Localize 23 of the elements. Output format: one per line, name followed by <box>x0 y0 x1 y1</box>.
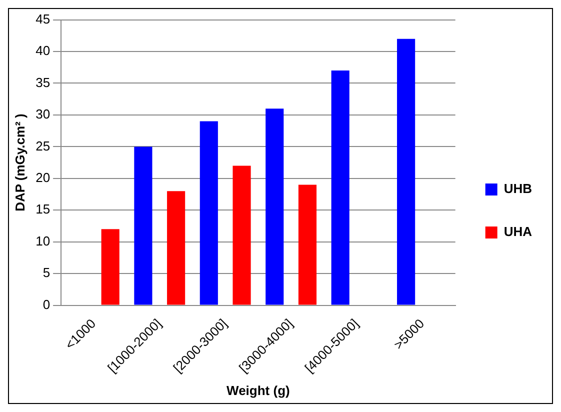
bar <box>298 184 317 305</box>
y-axis-title: DAP (mGy.cm² ) <box>12 114 28 212</box>
y-tick-label: 30 <box>36 106 50 122</box>
bar <box>331 70 350 305</box>
y-tick-label: 25 <box>36 138 50 154</box>
y-tick-label: 0 <box>42 296 50 312</box>
x-axis-title: Weight (g) <box>226 382 290 398</box>
y-tick-label: 5 <box>42 265 50 280</box>
y-tick-label: 40 <box>36 43 50 58</box>
bar <box>397 38 416 305</box>
y-tick-label: 20 <box>36 170 50 185</box>
bar <box>134 146 152 305</box>
legend-label: UHB <box>504 181 532 196</box>
y-tick-label: 35 <box>36 74 50 90</box>
legend-label: UHA <box>504 224 533 240</box>
bar <box>167 191 186 305</box>
y-tick-label: 15 <box>36 202 50 217</box>
bar <box>232 166 251 305</box>
y-tick-label: 45 <box>36 11 50 26</box>
y-tick-label: 10 <box>36 233 50 248</box>
bar <box>200 121 218 305</box>
bar <box>266 108 284 305</box>
bar <box>101 229 120 305</box>
